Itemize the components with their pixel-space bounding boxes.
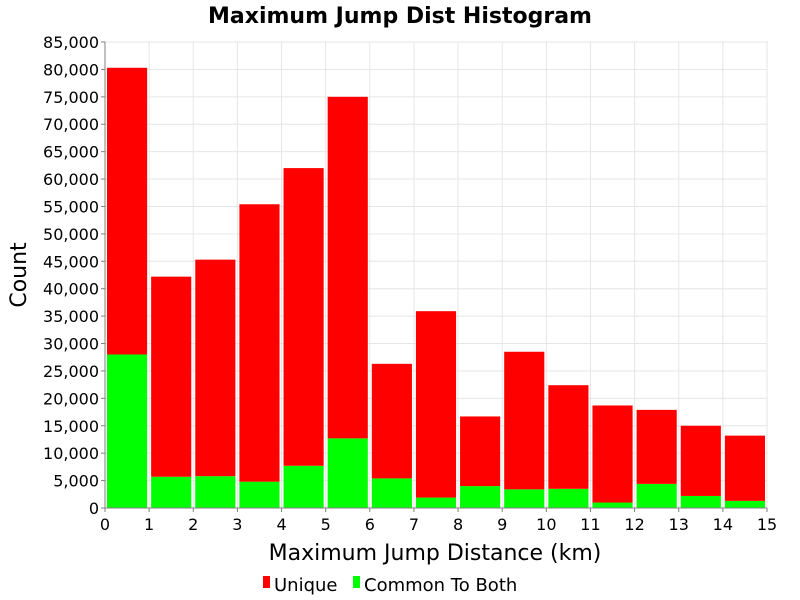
y-axis-label: Count [7,242,32,308]
bar-common [504,489,545,508]
y-tick-label: 60,000 [43,170,99,189]
bar-unique [371,363,412,479]
y-tick-label: 35,000 [43,307,99,326]
y-tick-label: 40,000 [43,280,99,299]
x-tick-labels: 0 1 2 3 4 5 6 7 8 9 10 11 12 13 14 15 [100,508,777,534]
x-tick-label: 2 [188,515,198,534]
y-tick-label: 25,000 [43,362,99,381]
bar-unique [724,435,765,501]
bars-group [107,67,765,508]
bar-unique [548,385,589,489]
legend: Unique Common To Both [263,575,517,596]
x-tick-label: 12 [624,515,644,534]
bar-common [239,481,280,508]
bar-unique [460,416,501,487]
bar-common [107,354,148,508]
x-tick-label: 15 [757,515,777,534]
x-tick-label: 9 [497,515,507,534]
bar-unique [680,425,721,496]
bar-common [636,483,677,508]
x-tick-label: 0 [100,515,110,534]
x-tick-label: 13 [669,515,689,534]
y-tick-label: 10,000 [43,444,99,463]
bar-common [548,488,589,508]
bar-common [195,476,236,508]
y-tick-label: 80,000 [43,60,99,79]
bar-common [680,495,721,508]
chart-title: Maximum Jump Dist Histogram [208,4,592,29]
y-tick-label: 0 [89,499,99,518]
bar-unique [504,351,545,490]
bar-unique [636,409,677,484]
legend-label-unique: Unique [274,575,338,596]
legend-label-common: Common To Both [364,575,517,596]
bar-common [415,497,457,508]
y-tick-label: 70,000 [43,115,99,134]
x-tick-label: 4 [276,515,286,534]
x-tick-label: 3 [232,515,242,534]
y-tick-label: 85,000 [43,33,99,52]
bar-unique [151,276,192,477]
x-tick-label: 8 [453,515,463,534]
x-tick-label: 5 [321,515,331,534]
x-tick-label: 1 [144,515,154,534]
y-tick-labels: 0 5,000 10,000 15,000 20,000 25,000 30,000 35,0… [43,33,105,518]
legend-swatch-unique [263,576,270,588]
x-axis-label: Maximum Jump Distance (km) [269,541,602,566]
bar-unique [195,259,236,477]
y-tick-label: 30,000 [43,335,99,354]
y-tick-label: 45,000 [43,252,99,271]
bar-unique [415,311,457,498]
bar-common [592,502,633,508]
y-tick-label: 65,000 [43,143,99,162]
y-tick-label: 75,000 [43,88,99,107]
bar-common [283,465,324,508]
bar-common [327,438,368,508]
x-tick-label: 11 [580,515,600,534]
bar-unique [327,96,368,439]
x-tick-label: 6 [365,515,375,534]
bar-common [151,476,192,508]
bar-common [460,486,501,508]
x-tick-label: 10 [536,515,556,534]
bar-unique [107,67,148,355]
axes-group [104,42,767,509]
bar-common [371,478,412,508]
y-tick-label: 5,000 [53,472,99,491]
bar-common [724,500,765,508]
bar-unique [239,204,280,482]
y-tick-label: 55,000 [43,197,99,216]
bar-unique [592,405,633,503]
y-tick-label: 15,000 [43,417,99,436]
y-tick-label: 20,000 [43,389,99,408]
x-tick-label: 7 [409,515,419,534]
legend-swatch-common [353,576,360,588]
x-tick-label: 14 [713,515,733,534]
bar-unique [283,168,324,466]
y-tick-label: 50,000 [43,225,99,244]
